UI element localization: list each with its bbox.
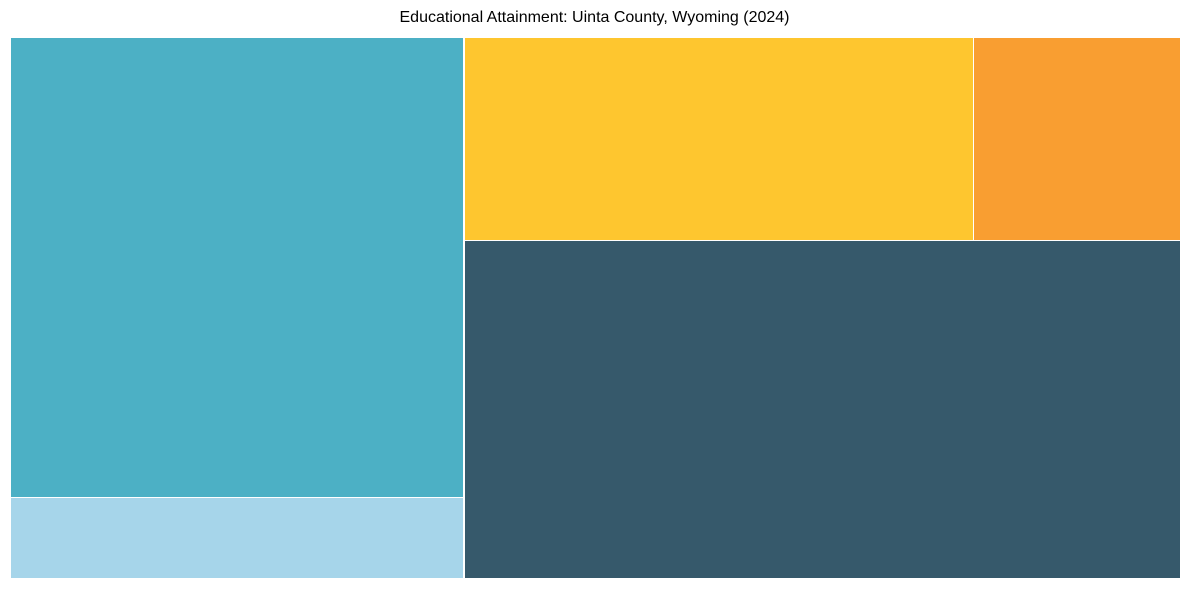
treemap-segment-light-blue[interactable] [11,498,463,578]
treemap-segment-orange[interactable] [974,38,1180,240]
chart-title: Educational Attainment: Uinta County, Wy… [399,9,790,26]
treemap-segment-dark-slate[interactable] [465,241,1180,578]
treemap-segment-yellow[interactable] [465,38,973,240]
treemap-segment-teal[interactable] [11,38,463,497]
